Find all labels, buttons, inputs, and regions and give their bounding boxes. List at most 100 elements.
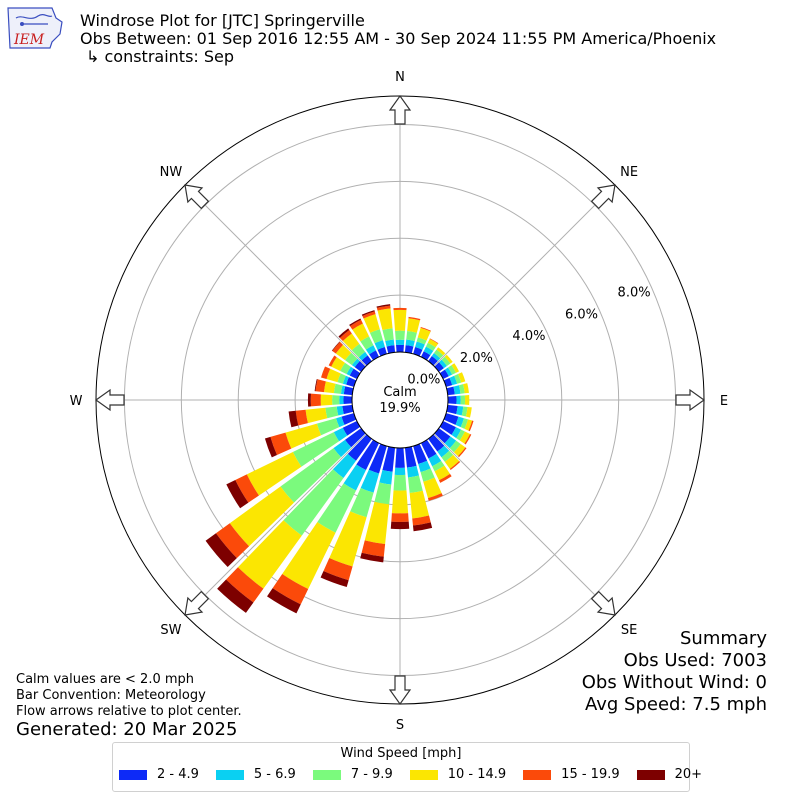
wind-bar-segment [337,373,346,384]
wind-bar-segment [415,341,425,350]
legend-label: 20+ [674,767,703,782]
wind-bars [205,304,474,614]
wind-bar-segment [342,333,360,351]
wind-bar-segment [333,383,343,394]
wind-bar-segment [343,464,366,491]
bar-convention-note: Bar Convention: Meteorology [16,688,206,703]
calm-value: 19.9% [379,401,420,416]
wind-bar-segment [406,465,419,478]
wind-bar-segment [413,346,423,357]
wind-bar-segment [205,533,237,568]
wind-bar-segment [315,379,326,393]
wind-bar-segment [428,453,442,467]
wind-bar-segment [417,327,431,341]
wind-bar-segment [285,423,322,449]
wind-bar-segment [376,304,391,308]
flow-arrows-note: Flow arrows relative to plot center. [16,704,242,719]
wind-bar-segment [439,420,456,435]
wind-bar-segment [320,394,333,406]
wind-bar-segment [340,362,351,375]
wind-bar-segment [460,395,466,405]
wind-bar-segment [393,309,407,331]
radial-tick-label: 2.0% [460,351,493,366]
wind-bar-segment [332,341,344,354]
wind-bar-segment [404,446,417,468]
iem-logo: IEM [7,7,63,49]
legend-label: 10 - 14.9 [447,767,507,782]
wind-bar-segment [385,339,395,347]
wind-bar-segment [325,406,339,419]
wind-bar-segment [423,477,442,499]
wind-bar-segment [404,345,414,354]
wind-bar-segment [420,327,431,332]
wind-bar-segment [365,345,376,355]
wind-bar-segment [320,571,349,588]
wind-bar-segment [349,318,362,327]
wind-bar-segment [352,323,370,342]
wind-bar-segment [453,385,461,395]
radial-gridline [184,433,367,616]
radial-tick-label: 6.0% [565,307,598,322]
wind-bar-segment [342,420,361,436]
constraints-text: ↳ constraints: Sep [86,47,235,66]
wind-bar-segment [437,445,450,458]
wind-bar-segment [332,453,357,479]
wind-bar-segment [323,381,336,394]
wind-bar-segment [441,356,451,367]
wind-bar-segment [307,393,311,407]
wind-bar-segment [361,310,375,316]
wind-bar-segment [215,523,250,559]
wind-bar-segment [420,468,435,482]
wind-bar-segment [351,358,360,368]
wind-bar-segment [226,479,249,509]
wind-bar-segment [394,467,406,476]
wind-bar-segment [427,338,439,348]
radial-gridline [433,433,616,616]
direction-label: NE [620,165,638,180]
wind-bar-segment [288,410,299,428]
legend-swatch [312,769,341,780]
wind-bar-segment [351,343,366,358]
chart-subtitle: Obs Between: 01 Sep 2016 12:55 AM - 30 S… [80,29,717,48]
summary-box: Summary Obs Used: 7003 Obs Without Wind:… [582,628,767,716]
wind-bar-segment [438,359,447,369]
legend: Wind Speed [mph] 2 - 4.9 5 - 6.9 7 - 9.9 10… [112,742,702,792]
wind-bar-segment [282,522,336,590]
wind-bar-segment [456,429,465,441]
wind-bar-segment [270,432,292,456]
wind-bar-segment [350,487,374,518]
wind-bar-segment [342,375,349,385]
wind-bar-segment [461,406,468,417]
wind-bar-segment [326,368,341,383]
wind-bar-segment [393,474,407,491]
wind-bar-segment [443,413,459,425]
wind-bar-segment [412,515,431,526]
wind-bar-segment [362,311,376,319]
wind-bar-segment [395,339,405,346]
wind-bar-segment [432,460,445,472]
wind-bar-segment [447,365,456,375]
legend-swatch [119,769,147,780]
wind-bar-segment [413,443,428,464]
wind-bar-segment [456,395,461,405]
wind-bar-segment [459,431,471,444]
wind-bar-segment [344,428,366,448]
wind-bar-segment [295,409,308,426]
wind-bar-segment [374,482,392,505]
wind-bar-segment [464,434,472,445]
generated-date: Generated: 20 Mar 2025 [16,719,238,740]
wind-bar-segment [340,385,346,395]
direction-label: N [395,70,405,85]
legend-title: Wind Speed [mph] [340,746,462,761]
radial-gridline [184,184,367,367]
wind-bar-segment [458,384,465,394]
legend-item: 7 - 9.9 [312,767,393,782]
radial-tick-label: 8.0% [618,286,651,301]
wind-bar-segment [395,330,405,340]
flow-arrow-icon [675,388,706,412]
wind-bar-segment [235,474,259,503]
wind-bar-segment [455,416,464,428]
wind-bar-segment [457,447,467,458]
wind-bar-segment [339,395,344,405]
wind-bar-segment [468,420,474,432]
